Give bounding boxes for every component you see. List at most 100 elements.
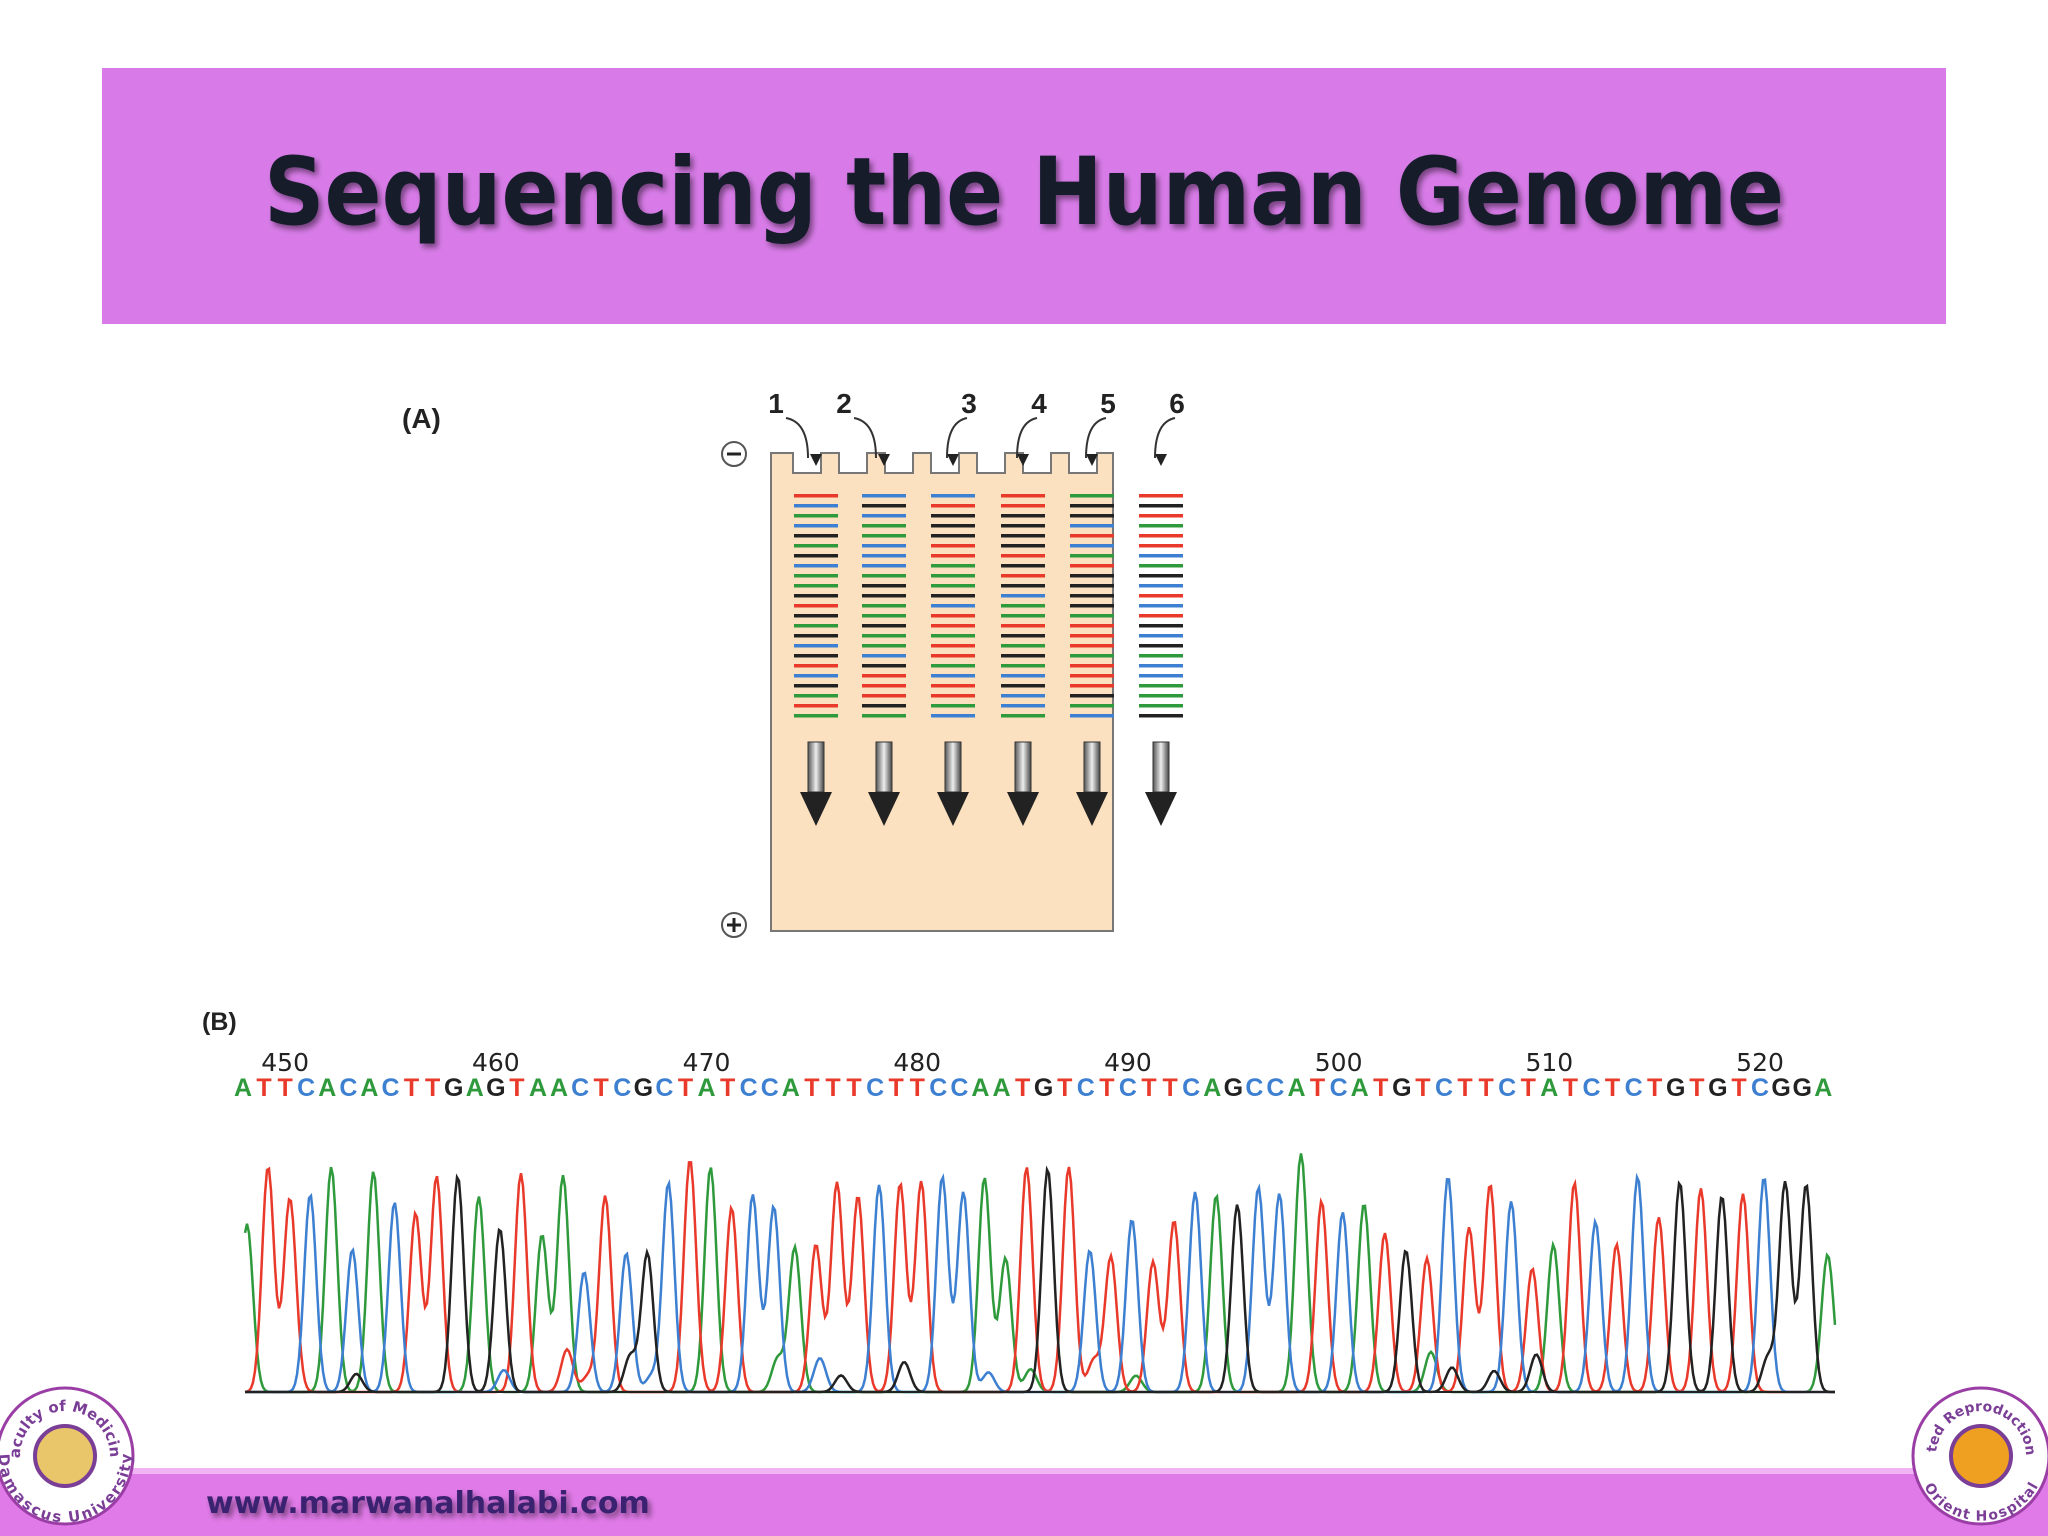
- base: T: [825, 1074, 840, 1102]
- band: [931, 694, 975, 698]
- band: [862, 544, 906, 548]
- base: T: [1605, 1074, 1620, 1102]
- base: T: [804, 1074, 819, 1102]
- band: [1001, 544, 1045, 548]
- base: A: [1540, 1074, 1558, 1102]
- base: C: [1119, 1074, 1137, 1102]
- base: T: [1057, 1074, 1072, 1102]
- lane-arrow: [946, 417, 968, 459]
- base: G: [1666, 1074, 1685, 1102]
- lane-label: 3: [961, 388, 977, 419]
- band: [931, 574, 975, 578]
- base: C: [381, 1074, 399, 1102]
- band: [862, 604, 906, 608]
- band: [931, 494, 975, 498]
- band: [1139, 704, 1183, 708]
- band: [794, 614, 838, 618]
- band: [931, 714, 975, 718]
- band: [794, 584, 838, 588]
- base: C: [1435, 1074, 1453, 1102]
- band: [794, 604, 838, 608]
- base: C: [1498, 1074, 1516, 1102]
- band: [1070, 594, 1114, 598]
- band: [931, 654, 975, 658]
- base: C: [1182, 1074, 1200, 1102]
- band: [794, 674, 838, 678]
- position-label: 480: [893, 1048, 941, 1077]
- band: [1139, 604, 1183, 608]
- band: [1070, 694, 1114, 698]
- band: [794, 554, 838, 558]
- base: T: [1689, 1074, 1704, 1102]
- title-bar: [102, 68, 1946, 324]
- band: [862, 524, 906, 528]
- band: [931, 534, 975, 538]
- base: C: [950, 1074, 968, 1102]
- base: C: [1245, 1074, 1263, 1102]
- base: C: [1751, 1074, 1769, 1102]
- band: [1070, 574, 1114, 578]
- trace: [245, 1165, 1835, 1394]
- band: [931, 604, 975, 608]
- band: [1001, 654, 1045, 658]
- band: [1070, 564, 1114, 568]
- base: T: [256, 1074, 271, 1102]
- base: A: [466, 1074, 484, 1102]
- band: [794, 694, 838, 698]
- base: T: [678, 1074, 693, 1102]
- base: T: [1731, 1074, 1746, 1102]
- lane-arrow: [785, 417, 809, 459]
- base: T: [594, 1074, 609, 1102]
- band: [794, 664, 838, 668]
- arrowhead: [878, 454, 890, 466]
- lane-label: 5: [1100, 388, 1116, 419]
- band: [794, 594, 838, 598]
- band: [794, 654, 838, 658]
- band: [1001, 594, 1045, 598]
- base: T: [1521, 1074, 1536, 1102]
- band: [1070, 524, 1114, 528]
- band: [1001, 634, 1045, 638]
- base: C: [1582, 1074, 1600, 1102]
- band: [862, 504, 906, 508]
- band: [1001, 684, 1045, 688]
- base: T: [846, 1074, 861, 1102]
- band: [931, 644, 975, 648]
- base: T: [889, 1074, 904, 1102]
- band: [862, 584, 906, 588]
- flow-head: [1145, 792, 1177, 826]
- band: [1139, 694, 1183, 698]
- band: [1070, 714, 1114, 718]
- base: A: [1814, 1074, 1832, 1102]
- position-label: 510: [1525, 1048, 1573, 1077]
- base: C: [613, 1074, 631, 1102]
- band: [862, 554, 906, 558]
- band: [1070, 664, 1114, 668]
- flow-head: [937, 792, 969, 826]
- base: T: [1478, 1074, 1493, 1102]
- footer-bar: [0, 1468, 2048, 1536]
- base: A: [992, 1074, 1010, 1102]
- band: [1070, 614, 1114, 618]
- band: [862, 624, 906, 628]
- band: [1001, 664, 1045, 668]
- band: [1139, 524, 1183, 528]
- band: [862, 654, 906, 658]
- band: [1070, 674, 1114, 678]
- band: [931, 634, 975, 638]
- base: T: [425, 1074, 440, 1102]
- band: [1070, 514, 1114, 518]
- band: [1070, 634, 1114, 638]
- base: A: [529, 1074, 547, 1102]
- lane-arrow: [853, 417, 877, 459]
- band: [794, 494, 838, 498]
- position-label: 470: [683, 1048, 731, 1077]
- band: [1070, 584, 1114, 588]
- lane-label: 1: [768, 388, 784, 419]
- band: [862, 494, 906, 498]
- band: [1139, 494, 1183, 498]
- band: [794, 534, 838, 538]
- band: [1139, 554, 1183, 558]
- base: C: [297, 1074, 315, 1102]
